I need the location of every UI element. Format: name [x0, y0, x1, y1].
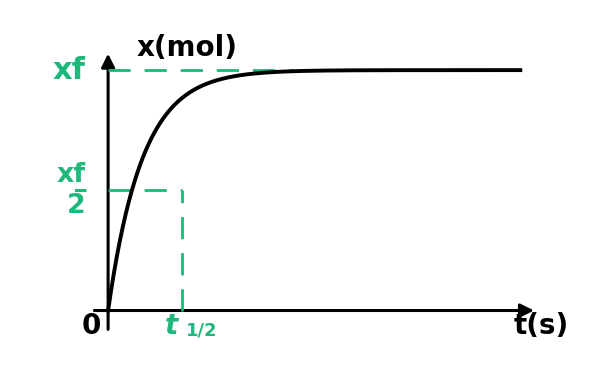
Text: 1/2: 1/2 [186, 322, 218, 340]
Text: 0: 0 [82, 312, 102, 340]
Text: xf: xf [52, 56, 85, 84]
Text: x(mol): x(mol) [137, 35, 238, 63]
Text: xf: xf [56, 162, 85, 188]
Text: 2: 2 [67, 193, 85, 219]
Text: t(s): t(s) [513, 312, 569, 340]
Text: t: t [165, 312, 178, 340]
